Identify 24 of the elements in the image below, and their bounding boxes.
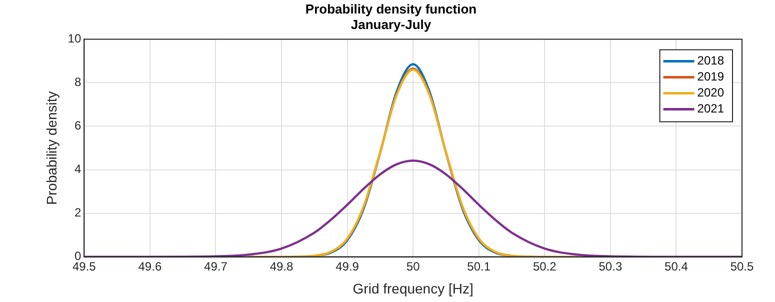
x-tick-label: 49.6 [138, 259, 162, 274]
y-tick-label: 6 [74, 118, 82, 133]
legend-label: 2018 [697, 54, 724, 68]
y-tick-label: 4 [74, 162, 82, 176]
line-series [248, 68, 579, 257]
x-tick-label: 49.9 [336, 259, 360, 274]
x-tick-label: 50.1 [467, 259, 491, 274]
x-tick-label: 50 [406, 259, 420, 274]
x-tick-label: 50.4 [664, 259, 688, 274]
legend-label: 2020 [697, 86, 724, 100]
legend-label: 2019 [697, 70, 724, 84]
x-tick-label: 49.8 [270, 259, 294, 274]
y-axis-title: Probability density [43, 91, 60, 205]
x-tick-label: 49.7 [204, 259, 228, 274]
y-tick-label: 10 [68, 32, 82, 46]
chart-subtitle: January-July [350, 16, 432, 32]
x-tick-label: 50.3 [598, 259, 622, 274]
x-axis-title: Grid frequency [Hz] [352, 280, 474, 296]
x-tick-label: 50.5 [730, 259, 754, 274]
y-tick-label: 2 [74, 206, 82, 220]
x-tick-label: 50.2 [532, 259, 557, 274]
y-tick-label: 8 [74, 75, 82, 90]
legend-label: 2021 [697, 102, 724, 116]
chart-title: Probability density function [305, 1, 477, 16]
